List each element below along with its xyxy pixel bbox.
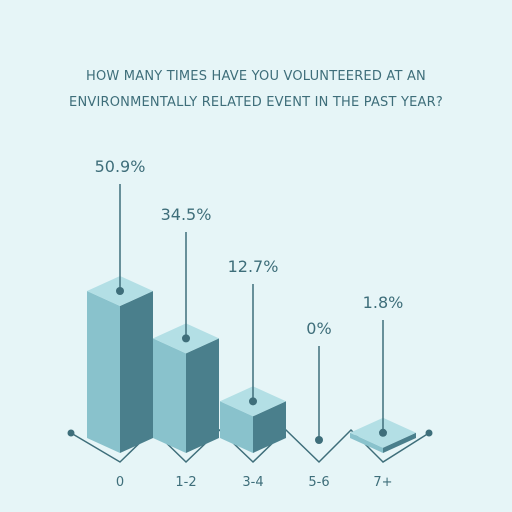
data-point-dot-0 — [116, 287, 124, 295]
bar-right-face-3-4 — [253, 401, 286, 453]
baseline-end-dot — [425, 429, 433, 437]
data-point-dot-5-6 — [315, 436, 323, 444]
data-label-3-4: 12.7% — [228, 257, 279, 276]
bar-left-face-0 — [87, 291, 120, 453]
baseline-start-dot — [67, 429, 75, 437]
data-label-5-6: 0% — [306, 319, 331, 338]
data-label-0: 50.9% — [95, 157, 146, 176]
x-tick-label-7+: 7+ — [373, 475, 392, 490]
x-tick-label-5-6: 5-6 — [308, 475, 329, 490]
chart-marks: 50.9% 34.5% 12.7% 0% 1.8% 0 1-2 3-4 5-6 7+ — [67, 157, 433, 490]
x-tick-label-0: 0 — [116, 475, 124, 490]
bar-left-face-7+ — [350, 432, 383, 453]
bar-right-face-7+ — [383, 432, 416, 453]
chart-title-line-1: HOW MANY TIMES HAVE YOU VOLUNTEERED AT A… — [86, 69, 426, 84]
x-tick-label-3-4: 3-4 — [242, 475, 263, 490]
data-label-1-2: 34.5% — [161, 205, 212, 224]
chart-title-line-2: ENVIRONMENTALLY RELATED EVENT IN THE PAS… — [69, 95, 443, 110]
bar-left-face-1-2 — [153, 338, 186, 453]
bar-left-face-3-4 — [220, 401, 253, 453]
bar-right-face-0 — [120, 291, 153, 453]
bar-right-face-1-2 — [186, 338, 219, 453]
x-tick-label-1-2: 1-2 — [175, 475, 196, 490]
data-label-7+: 1.8% — [363, 293, 404, 312]
data-point-dot-7+ — [379, 428, 387, 437]
data-point-dot-3-4 — [249, 397, 257, 406]
data-point-dot-1-2 — [182, 334, 190, 343]
